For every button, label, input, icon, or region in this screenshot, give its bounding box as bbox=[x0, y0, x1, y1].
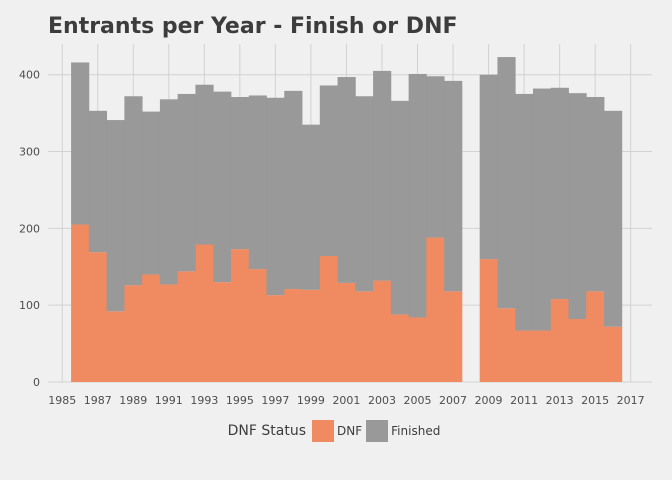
axis-labels: 1985 1987 1989 1991 1993 1995 1997 1999 2001 2003… bbox=[19, 69, 645, 407]
bar-dnf bbox=[568, 319, 587, 382]
bar-dnf bbox=[106, 311, 125, 382]
bar-dnf bbox=[124, 285, 143, 382]
bar-dnf bbox=[284, 289, 303, 382]
x-tick-label: 1993 bbox=[190, 394, 218, 407]
bar-dnf bbox=[266, 295, 285, 382]
x-tick-label: 1991 bbox=[155, 394, 183, 407]
y-tick-label: 400 bbox=[19, 69, 40, 82]
x-tick-label: 2013 bbox=[546, 394, 574, 407]
bar-dnf bbox=[230, 249, 250, 382]
x-tick-label: 1987 bbox=[84, 394, 112, 407]
bar-finished bbox=[195, 84, 214, 245]
bar-finished bbox=[88, 110, 108, 253]
bar-dnf bbox=[159, 284, 179, 382]
bar-dnf bbox=[408, 317, 427, 382]
bar-finished bbox=[284, 90, 303, 290]
bar-dnf bbox=[142, 274, 161, 382]
bar-finished bbox=[124, 96, 143, 286]
x-tick-label: 1999 bbox=[297, 394, 325, 407]
x-tick-label: 2017 bbox=[617, 394, 645, 407]
bar-finished bbox=[302, 124, 321, 290]
bar-finished bbox=[426, 76, 445, 238]
bar-dnf bbox=[88, 252, 108, 382]
legend-item-finished: Finished bbox=[366, 420, 440, 442]
x-tick-label: 2015 bbox=[581, 394, 609, 407]
bar-finished bbox=[479, 74, 498, 260]
bar-dnf bbox=[319, 256, 338, 382]
bar-finished bbox=[390, 100, 410, 315]
bar-finished bbox=[177, 93, 196, 272]
bar-dnf bbox=[373, 280, 392, 382]
x-tick-label: 2001 bbox=[332, 394, 360, 407]
bar-finished bbox=[230, 97, 250, 250]
chart-title: Entrants per Year - Finish or DNF bbox=[48, 14, 458, 39]
y-tick-label: 0 bbox=[33, 376, 40, 389]
bar-finished bbox=[586, 97, 605, 292]
bar-dnf bbox=[195, 244, 214, 382]
x-tick-label: 2005 bbox=[404, 394, 432, 407]
bar-dnf bbox=[550, 299, 569, 382]
x-tick-label: 1985 bbox=[48, 394, 76, 407]
bar-dnf bbox=[604, 326, 623, 382]
x-tick-label: 2009 bbox=[475, 394, 503, 407]
legend: DNF Status DNF Finished bbox=[0, 420, 672, 442]
y-tick-label: 300 bbox=[19, 146, 40, 159]
bar-dnf bbox=[177, 271, 196, 382]
bar-finished bbox=[497, 57, 516, 309]
legend-label-finished: Finished bbox=[391, 424, 441, 438]
bar-finished bbox=[550, 87, 569, 300]
bar-finished bbox=[515, 93, 534, 331]
bar-dnf bbox=[248, 269, 267, 382]
x-tick-label: 1997 bbox=[261, 394, 289, 407]
bar-finished bbox=[248, 95, 267, 270]
bar-dnf bbox=[390, 314, 410, 382]
bar-finished bbox=[373, 70, 392, 281]
bar-finished bbox=[319, 85, 338, 257]
bar-dnf bbox=[426, 237, 445, 382]
bar-finished bbox=[337, 77, 356, 283]
y-tick-label: 200 bbox=[19, 222, 40, 235]
bar-finished bbox=[568, 93, 587, 320]
bar-dnf bbox=[213, 282, 232, 382]
bar-dnf bbox=[444, 291, 463, 382]
bar-dnf bbox=[302, 289, 321, 382]
bar-finished bbox=[106, 120, 125, 312]
x-tick-label: 2011 bbox=[510, 394, 538, 407]
bar-dnf bbox=[71, 224, 90, 382]
x-tick-label: 2003 bbox=[368, 394, 396, 407]
legend-swatch-dnf bbox=[312, 420, 335, 442]
bar-finished bbox=[532, 88, 552, 331]
bar-dnf bbox=[337, 282, 356, 382]
bars bbox=[71, 57, 623, 382]
bar-finished bbox=[213, 91, 232, 283]
legend-item-dnf: DNF bbox=[312, 420, 362, 442]
legend-swatch-finished bbox=[366, 420, 389, 442]
legend-label-dnf: DNF bbox=[337, 424, 363, 438]
bar-dnf bbox=[355, 291, 374, 382]
bar-finished bbox=[142, 111, 161, 275]
bar-dnf bbox=[532, 330, 552, 382]
bar-finished bbox=[355, 96, 374, 292]
bar-finished bbox=[408, 73, 427, 318]
bar-finished bbox=[444, 80, 463, 292]
x-tick-label: 2007 bbox=[439, 394, 467, 407]
x-tick-label: 1989 bbox=[119, 394, 147, 407]
bar-finished bbox=[71, 62, 90, 225]
legend-title: DNF Status bbox=[227, 423, 307, 439]
bar-dnf bbox=[497, 308, 516, 382]
x-tick-label: 1995 bbox=[226, 394, 254, 407]
bar-dnf bbox=[515, 330, 534, 382]
bar-dnf bbox=[586, 291, 605, 382]
bar-finished bbox=[159, 99, 179, 285]
bar-dnf bbox=[479, 259, 498, 382]
bar-finished bbox=[266, 97, 285, 296]
bar-finished bbox=[604, 110, 623, 327]
y-tick-label: 100 bbox=[19, 299, 40, 312]
